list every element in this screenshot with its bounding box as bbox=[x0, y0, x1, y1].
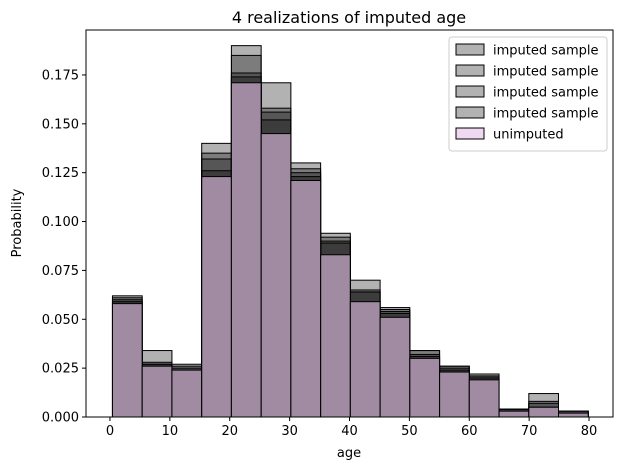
y-tick-label: 0.150 bbox=[42, 117, 79, 132]
bar bbox=[111, 303, 143, 418]
bar bbox=[409, 357, 441, 418]
y-tick-label: 0.025 bbox=[42, 362, 79, 377]
y-axis-ticks: 0.000 0.025 0.050 0.075 0.100 0.125 0.150 0.175 bbox=[42, 68, 86, 426]
legend-label: unimputed bbox=[493, 128, 564, 143]
y-tick-label: 0.000 bbox=[42, 411, 79, 426]
x-tick-label: 60 bbox=[461, 424, 478, 439]
legend-swatch bbox=[455, 43, 485, 56]
bar bbox=[320, 254, 351, 418]
bar bbox=[468, 379, 500, 418]
bar bbox=[171, 369, 203, 418]
series-5 bbox=[111, 82, 589, 418]
x-tick-label: 40 bbox=[341, 424, 358, 439]
legend-swatch bbox=[455, 85, 485, 98]
x-tick-label: 0 bbox=[106, 424, 114, 439]
bar bbox=[379, 316, 411, 418]
legend-swatch bbox=[455, 106, 485, 119]
legend: imputed sample imputed sample imputed samp… bbox=[448, 36, 608, 152]
legend-label: imputed sample bbox=[493, 107, 599, 122]
bar bbox=[260, 133, 292, 418]
bar bbox=[201, 176, 232, 418]
legend-label: imputed sample bbox=[493, 65, 599, 80]
bar bbox=[528, 406, 559, 418]
y-axis-label: Probability bbox=[10, 188, 25, 257]
legend-swatch bbox=[455, 64, 485, 77]
x-tick-label: 30 bbox=[281, 424, 298, 439]
x-axis-label: age bbox=[337, 446, 361, 461]
bars-layer bbox=[111, 45, 589, 418]
bar bbox=[558, 412, 589, 418]
bar bbox=[230, 82, 262, 418]
y-tick-label: 0.100 bbox=[42, 215, 79, 230]
x-tick-label: 20 bbox=[221, 424, 238, 439]
y-tick-label: 0.050 bbox=[42, 313, 79, 328]
bar bbox=[290, 180, 322, 418]
y-tick-label: 0.175 bbox=[42, 68, 79, 83]
legend-box bbox=[448, 36, 608, 152]
y-tick-label: 0.125 bbox=[42, 166, 79, 181]
x-tick-label: 10 bbox=[162, 424, 179, 439]
legend-label: imputed sample bbox=[493, 86, 599, 101]
y-tick-label: 0.075 bbox=[42, 264, 79, 279]
bar bbox=[141, 365, 173, 418]
bar bbox=[349, 301, 381, 418]
bar bbox=[439, 371, 470, 418]
legend-label: imputed sample bbox=[493, 44, 599, 59]
bar bbox=[498, 410, 530, 418]
x-tick-label: 50 bbox=[401, 424, 418, 439]
x-tick-label: 80 bbox=[581, 424, 598, 439]
x-axis-ticks: 0 10 20 30 40 50 60 70 80 bbox=[106, 417, 598, 439]
chart-title: 4 realizations of imputed age bbox=[232, 8, 466, 27]
legend-swatch bbox=[455, 127, 485, 140]
x-tick-label: 70 bbox=[521, 424, 538, 439]
